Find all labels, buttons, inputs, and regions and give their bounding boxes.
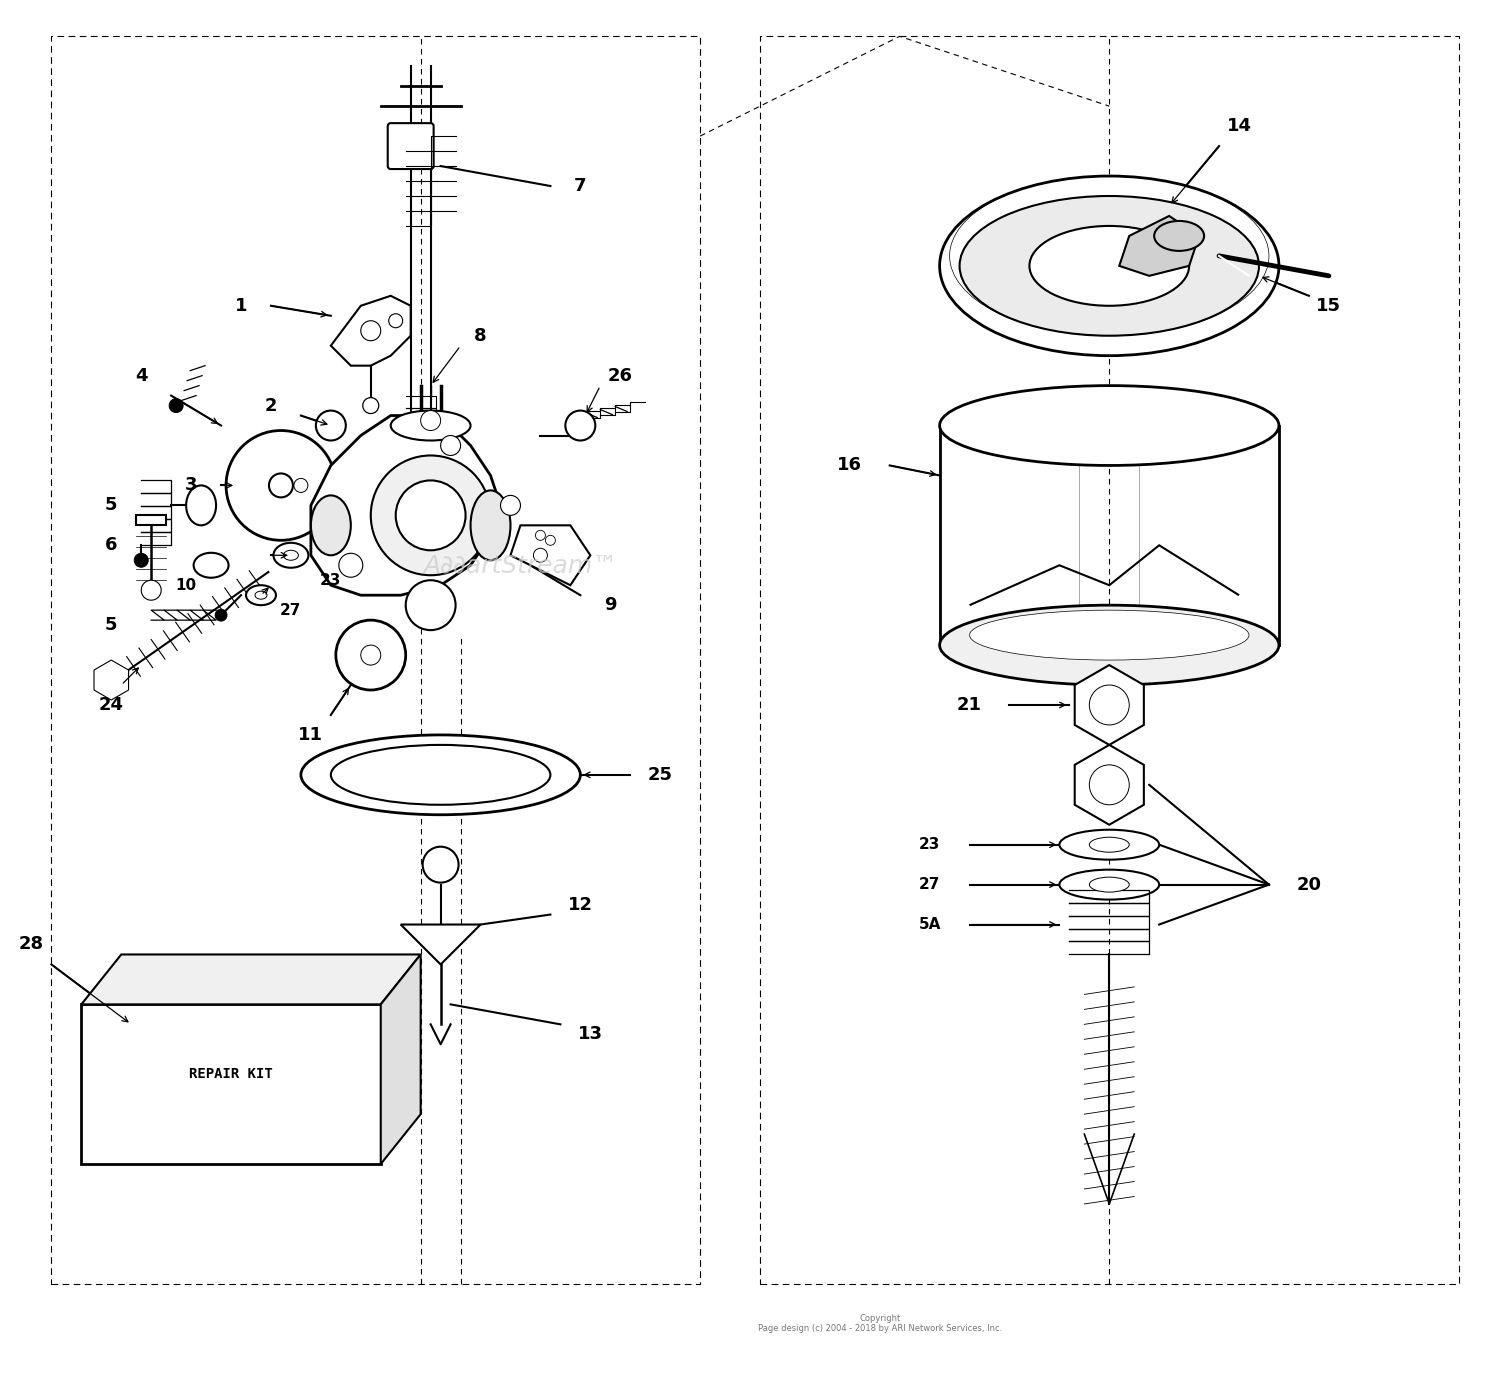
Text: 25: 25 — [648, 766, 672, 784]
Text: 23: 23 — [320, 573, 342, 587]
Ellipse shape — [186, 485, 216, 525]
Text: 3: 3 — [184, 476, 198, 494]
Text: 2: 2 — [264, 396, 278, 414]
Circle shape — [134, 553, 148, 568]
Ellipse shape — [273, 543, 309, 568]
Polygon shape — [310, 416, 501, 596]
Circle shape — [420, 410, 441, 431]
Ellipse shape — [332, 745, 550, 805]
Polygon shape — [1119, 216, 1198, 276]
Circle shape — [423, 846, 459, 882]
Circle shape — [501, 496, 520, 515]
Ellipse shape — [246, 586, 276, 605]
Text: 5: 5 — [105, 496, 117, 514]
Ellipse shape — [939, 605, 1280, 686]
Circle shape — [405, 580, 456, 630]
Text: 5: 5 — [105, 616, 117, 634]
Ellipse shape — [1154, 222, 1204, 251]
Circle shape — [566, 410, 596, 440]
Text: 26: 26 — [608, 367, 633, 385]
Circle shape — [336, 620, 405, 690]
Text: 11: 11 — [298, 726, 324, 744]
Ellipse shape — [960, 197, 1258, 335]
Ellipse shape — [1029, 226, 1190, 306]
Ellipse shape — [1089, 837, 1130, 852]
Polygon shape — [400, 925, 480, 964]
Bar — [81, 1004, 381, 1163]
Text: 12: 12 — [568, 896, 592, 914]
Circle shape — [370, 456, 490, 575]
Text: 7: 7 — [574, 177, 586, 195]
Ellipse shape — [969, 611, 1250, 661]
Text: 24: 24 — [99, 697, 124, 715]
Circle shape — [363, 397, 378, 414]
Ellipse shape — [939, 385, 1280, 465]
Ellipse shape — [310, 496, 351, 555]
Text: 23: 23 — [920, 837, 940, 852]
Ellipse shape — [1059, 870, 1160, 900]
Text: 14: 14 — [1227, 118, 1251, 136]
Text: 21: 21 — [957, 697, 982, 715]
Text: 13: 13 — [578, 1025, 603, 1043]
Text: Copyright
Page design (c) 2004 - 2018 by ARI Network Services, Inc.: Copyright Page design (c) 2004 - 2018 by… — [758, 1314, 1002, 1334]
Circle shape — [268, 474, 292, 497]
Circle shape — [226, 431, 336, 540]
Text: 27: 27 — [920, 877, 940, 892]
Text: 16: 16 — [837, 457, 862, 475]
Ellipse shape — [390, 410, 471, 440]
Ellipse shape — [1059, 830, 1160, 860]
Ellipse shape — [471, 490, 510, 561]
Ellipse shape — [939, 176, 1280, 356]
FancyBboxPatch shape — [387, 123, 433, 169]
Polygon shape — [510, 525, 591, 586]
Text: 27: 27 — [280, 602, 302, 618]
Circle shape — [1089, 765, 1130, 805]
Circle shape — [536, 530, 546, 540]
Circle shape — [316, 410, 346, 440]
Text: REPAIR KIT: REPAIR KIT — [189, 1068, 273, 1082]
Circle shape — [441, 435, 460, 456]
Circle shape — [362, 321, 381, 341]
Ellipse shape — [194, 553, 228, 578]
Text: 28: 28 — [20, 935, 44, 953]
Circle shape — [388, 314, 402, 328]
Bar — [136, 515, 166, 525]
Text: 8: 8 — [474, 327, 488, 345]
Text: A∂∂artStream™: A∂∂artStream™ — [423, 553, 618, 578]
Circle shape — [141, 580, 160, 600]
Text: 6: 6 — [105, 536, 117, 554]
Circle shape — [339, 553, 363, 578]
Circle shape — [534, 548, 548, 562]
Polygon shape — [81, 954, 420, 1004]
Text: 9: 9 — [604, 596, 616, 614]
Circle shape — [214, 609, 226, 620]
Polygon shape — [332, 296, 411, 366]
Text: 15: 15 — [1317, 296, 1341, 314]
Ellipse shape — [255, 591, 267, 600]
Text: 1: 1 — [236, 296, 248, 314]
Circle shape — [294, 478, 307, 493]
Ellipse shape — [1089, 877, 1130, 892]
Circle shape — [1089, 686, 1130, 724]
Polygon shape — [381, 954, 420, 1163]
Text: 5A: 5A — [918, 917, 940, 932]
Circle shape — [362, 645, 381, 665]
Text: 4: 4 — [135, 367, 147, 385]
Text: 20: 20 — [1296, 875, 1322, 893]
Text: 10: 10 — [176, 578, 196, 593]
Circle shape — [396, 481, 465, 550]
Ellipse shape — [302, 735, 580, 814]
Circle shape — [546, 536, 555, 546]
Ellipse shape — [284, 550, 298, 561]
Circle shape — [170, 399, 183, 413]
